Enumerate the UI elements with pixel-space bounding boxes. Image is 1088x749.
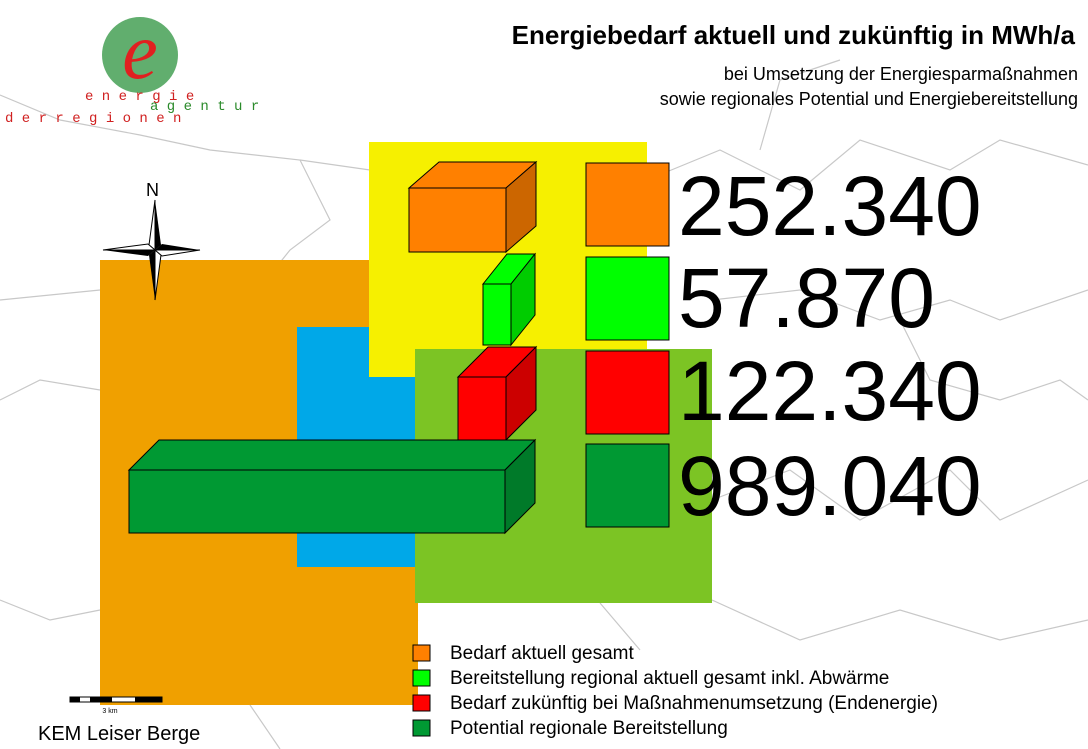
- value-square: [585, 256, 670, 341]
- logo-globe: [102, 17, 178, 93]
- subtitle: sowie regionales Potential und Energiebe…: [660, 89, 1078, 109]
- value-square: [585, 350, 670, 435]
- box-front: [408, 187, 507, 253]
- legend-swatch: [412, 694, 431, 712]
- scale-label: 3 km: [102, 708, 117, 715]
- value-label: 122.340: [678, 344, 982, 438]
- legend-swatch: [412, 669, 431, 687]
- subtitle: bei Umsetzung der Energiesparmaßnahmen: [724, 64, 1078, 84]
- box-front: [457, 376, 507, 441]
- legend-label: Bereitstellung regional aktuell gesamt i…: [450, 668, 889, 689]
- legend-label: Bedarf aktuell gesamt: [450, 643, 634, 664]
- logo: e e n e r g i e a g e n t u r d e r r e …: [5, 8, 259, 127]
- region-label: KEM Leiser Berge: [38, 723, 200, 745]
- legend-swatch: [412, 719, 431, 737]
- value-label: 252.340: [678, 159, 982, 253]
- value-square: [585, 443, 670, 528]
- compass: N: [102, 180, 201, 301]
- value-label: 57.870: [678, 251, 935, 345]
- scale-bar: 3 km: [69, 696, 163, 715]
- legend-label: Potential regionale Bereitstellung: [450, 718, 728, 739]
- box-top: [127, 439, 537, 471]
- value-square: [585, 162, 670, 247]
- box-front: [128, 469, 506, 534]
- logo-text: d e r r e g i o n e n: [5, 111, 181, 127]
- legend-label: Bedarf zukünftig bei Maßnahmenumsetzung …: [450, 693, 938, 714]
- value-label: 989.040: [678, 439, 982, 533]
- logo-text: a g e n t u r: [150, 99, 259, 115]
- logo-e: e: [122, 8, 158, 96]
- north-label: N: [146, 180, 159, 200]
- logo-text: e n e r g i e: [85, 89, 194, 105]
- legend-swatch: [412, 644, 431, 662]
- box-front: [482, 283, 512, 346]
- title: Energiebedarf aktuell und zukünftig in M…: [512, 20, 1076, 50]
